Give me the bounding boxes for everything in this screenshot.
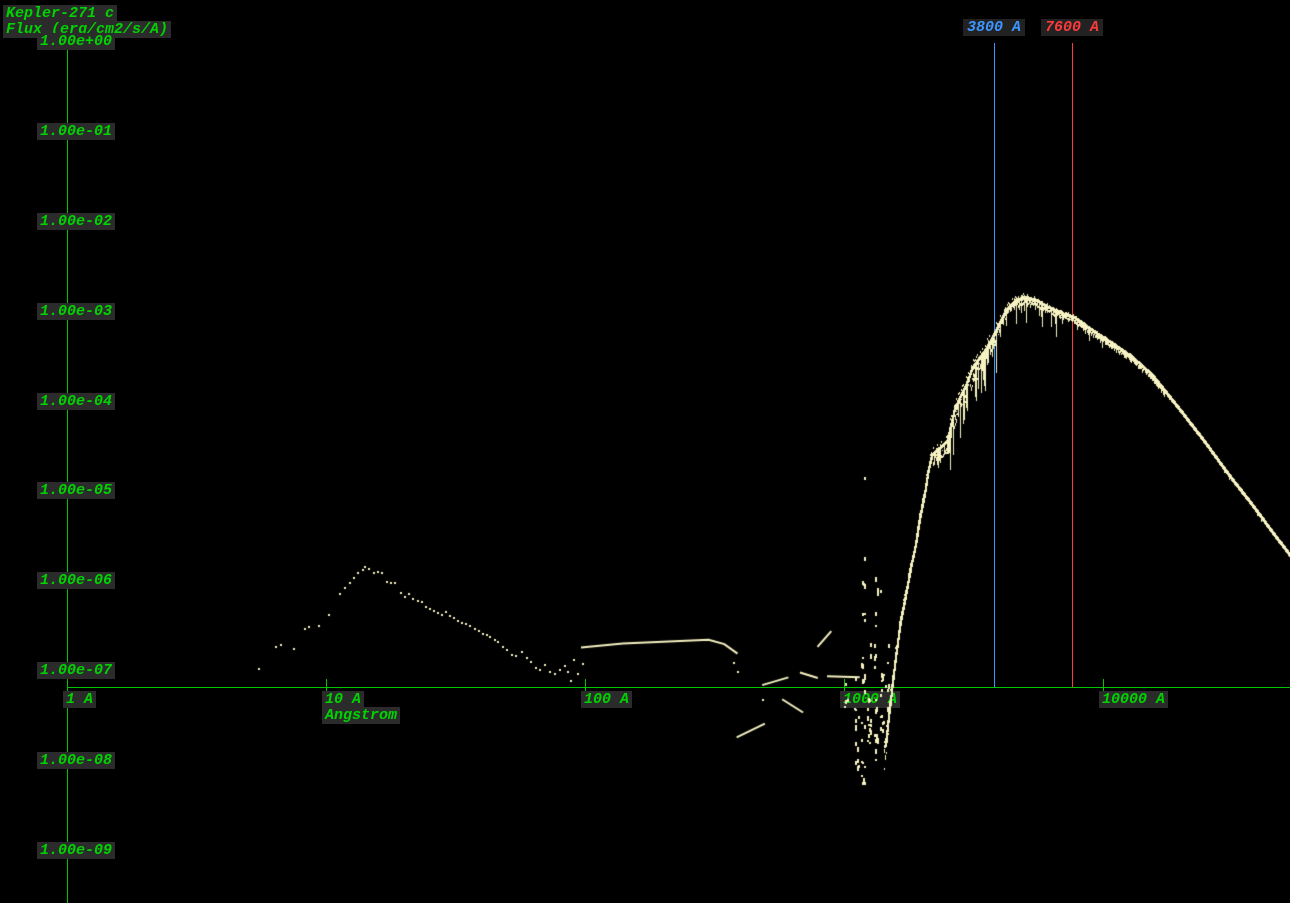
spectrum-canvas (0, 0, 1290, 903)
spectrum-plot: Kepler-271 c Flux (erg/cm2/s/A) 1 A10 AA… (0, 0, 1290, 903)
